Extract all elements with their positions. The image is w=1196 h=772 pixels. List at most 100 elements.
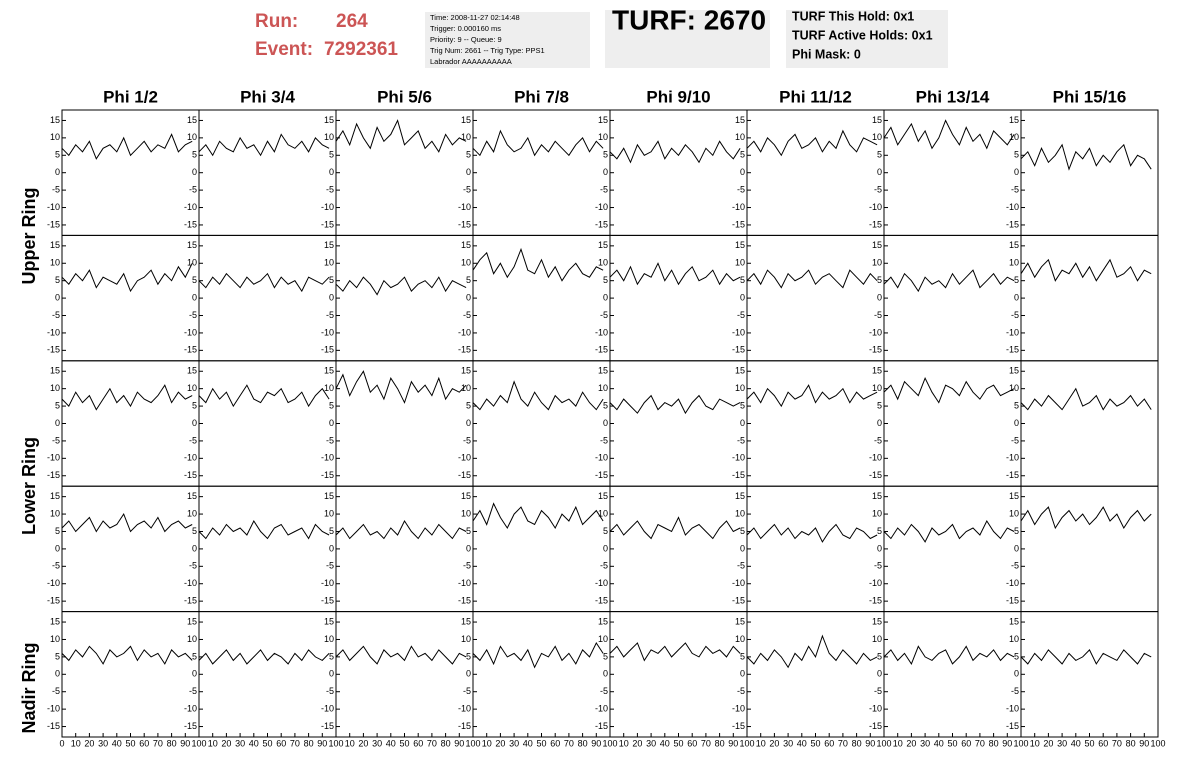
x-tick-label: 40 [523, 738, 533, 748]
y-tick-label: 15 [1009, 240, 1019, 250]
y-tick-label: 0 [329, 418, 334, 428]
y-tick-label: -5 [600, 184, 608, 194]
y-tick-label: -10 [732, 202, 745, 212]
x-tick-label: 100 [465, 738, 480, 748]
y-tick-label: -5 [463, 561, 471, 571]
y-tick-label: -10 [458, 578, 471, 588]
y-tick-label: -15 [321, 345, 334, 355]
waveform [609, 394, 741, 415]
y-tick-label: 5 [877, 400, 882, 410]
y-tick-label: -15 [595, 721, 608, 731]
y-tick-label: 0 [740, 418, 745, 428]
y-tick-label: -15 [184, 470, 197, 480]
y-tick-label: 5 [603, 651, 608, 661]
x-tick-label: 10 [893, 738, 903, 748]
y-tick-label: -5 [326, 310, 334, 320]
y-tick-label: 0 [603, 292, 608, 302]
y-tick-label: 15 [187, 491, 197, 501]
y-tick-label: -10 [1006, 202, 1019, 212]
panel-frame [198, 485, 337, 613]
x-tick-label: 70 [427, 738, 437, 748]
y-tick-label: -15 [732, 219, 745, 229]
y-tick-label: 0 [603, 543, 608, 553]
y-tick-label: 0 [466, 669, 471, 679]
panel-frame [61, 611, 200, 738]
y-tick-label: 15 [324, 240, 334, 250]
x-tick-label: 50 [673, 738, 683, 748]
y-tick-label: 10 [187, 258, 197, 268]
y-tick-label: 10 [872, 132, 882, 142]
waveform [746, 384, 878, 408]
panel-frame [335, 485, 474, 613]
waveform [883, 376, 1015, 404]
y-tick-label: 5 [55, 150, 60, 160]
x-tick-label: 100 [602, 738, 617, 748]
x-tick-label: 60 [139, 738, 149, 748]
y-tick-label: 10 [324, 258, 334, 268]
waveform [198, 272, 330, 293]
panel-frame [198, 360, 337, 487]
y-tick-label: 5 [55, 275, 60, 285]
y-tick-label: -5 [1011, 184, 1019, 194]
y-tick-label: 15 [324, 616, 334, 626]
x-tick-label: 40 [249, 738, 259, 748]
x-tick-label: 20 [221, 738, 231, 748]
x-tick-label: 50 [125, 738, 135, 748]
panel-frame [609, 234, 748, 362]
waveform [472, 502, 604, 530]
y-tick-label: -15 [595, 470, 608, 480]
y-tick-label: 15 [50, 115, 60, 125]
y-tick-label: -15 [869, 596, 882, 606]
y-tick-label: -5 [874, 184, 882, 194]
y-tick-label: -10 [732, 453, 745, 463]
x-tick-label: 40 [797, 738, 807, 748]
panel-frame [472, 234, 611, 362]
y-tick-label: -10 [595, 704, 608, 714]
waveform [61, 645, 193, 665]
waveform [472, 380, 604, 411]
y-tick-label: 15 [735, 616, 745, 626]
y-tick-label: 15 [598, 240, 608, 250]
y-tick-label: 15 [324, 491, 334, 501]
y-tick-label: 0 [1014, 292, 1019, 302]
y-tick-label: 5 [877, 150, 882, 160]
column-header: Phi 5/6 [377, 87, 432, 106]
y-tick-label: 15 [1009, 491, 1019, 501]
waveform [883, 119, 1015, 150]
y-tick-label: -15 [1006, 470, 1019, 480]
x-tick-label: 80 [715, 738, 725, 748]
y-tick-label: 10 [735, 383, 745, 393]
y-tick-label: 0 [192, 669, 197, 679]
row-label: Lower Ring [19, 437, 39, 535]
waveform [883, 519, 1015, 543]
y-tick-label: 5 [603, 150, 608, 160]
y-tick-label: 5 [1014, 400, 1019, 410]
y-tick-label: 15 [461, 616, 471, 626]
x-tick-label: 100 [328, 738, 343, 748]
y-tick-label: -15 [732, 721, 745, 731]
turf-number: TURF: 2670 [612, 4, 766, 35]
y-tick-label: 15 [50, 491, 60, 501]
y-tick-label: 5 [603, 400, 608, 410]
x-tick-label: 10 [619, 738, 629, 748]
y-tick-label: -10 [321, 202, 334, 212]
waveform [335, 519, 467, 540]
hold-line: Phi Mask: 0 [792, 47, 861, 61]
y-tick-label: -15 [321, 219, 334, 229]
x-tick-label: 100 [1150, 738, 1165, 748]
y-tick-label: 15 [324, 366, 334, 376]
waveform [198, 133, 330, 157]
y-tick-label: -10 [458, 453, 471, 463]
info-line: Time: 2008-11-27 02:14:48 [430, 13, 520, 22]
waveform [335, 276, 467, 296]
turf-box [605, 10, 770, 68]
y-tick-label: 5 [55, 400, 60, 410]
y-tick-label: 5 [192, 400, 197, 410]
y-tick-label: -5 [874, 686, 882, 696]
waveform [472, 247, 604, 282]
y-tick-label: -10 [458, 704, 471, 714]
y-tick-label: 5 [603, 275, 608, 285]
x-tick-label: 90 [728, 738, 738, 748]
y-tick-label: 5 [740, 275, 745, 285]
x-tick-label: 80 [167, 738, 177, 748]
